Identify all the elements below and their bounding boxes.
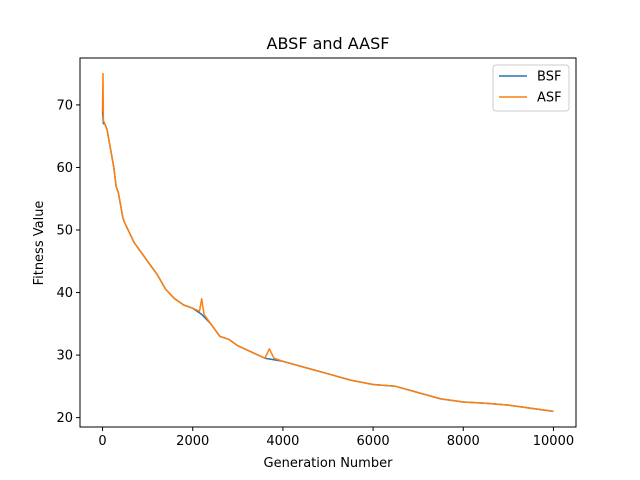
y-tick-label: 30 [56, 349, 73, 364]
series-line-bsf [101, 111, 554, 413]
chart-title: ABSF and AASF [267, 34, 390, 53]
y-axis-label: Fitness Value [32, 201, 47, 286]
x-tick-label: 2000 [176, 434, 209, 449]
x-axis: 0 2000 4000 6000 8000 10000 [98, 427, 574, 449]
x-tick-label: 4000 [266, 434, 299, 449]
series-line-asf [101, 72, 554, 413]
x-tick-label: 8000 [447, 434, 480, 449]
y-tick-label: 70 [56, 98, 73, 113]
x-tick-label: 10000 [533, 434, 574, 449]
legend: BSF ASF [492, 64, 570, 112]
y-tick-label: 20 [56, 411, 73, 426]
legend-label-bsf: BSF [537, 70, 561, 85]
y-axis: 20 30 40 50 60 70 [56, 98, 80, 426]
plot-area [101, 72, 554, 413]
x-axis-label: Generation Number [264, 456, 394, 471]
y-tick-label: 40 [56, 286, 73, 301]
legend-label-asf: ASF [537, 91, 562, 106]
x-tick-label: 0 [98, 434, 106, 449]
x-tick-label: 6000 [357, 434, 390, 449]
y-tick-label: 50 [56, 223, 73, 238]
axes-frame [79, 57, 577, 428]
y-tick-label: 60 [56, 161, 73, 176]
